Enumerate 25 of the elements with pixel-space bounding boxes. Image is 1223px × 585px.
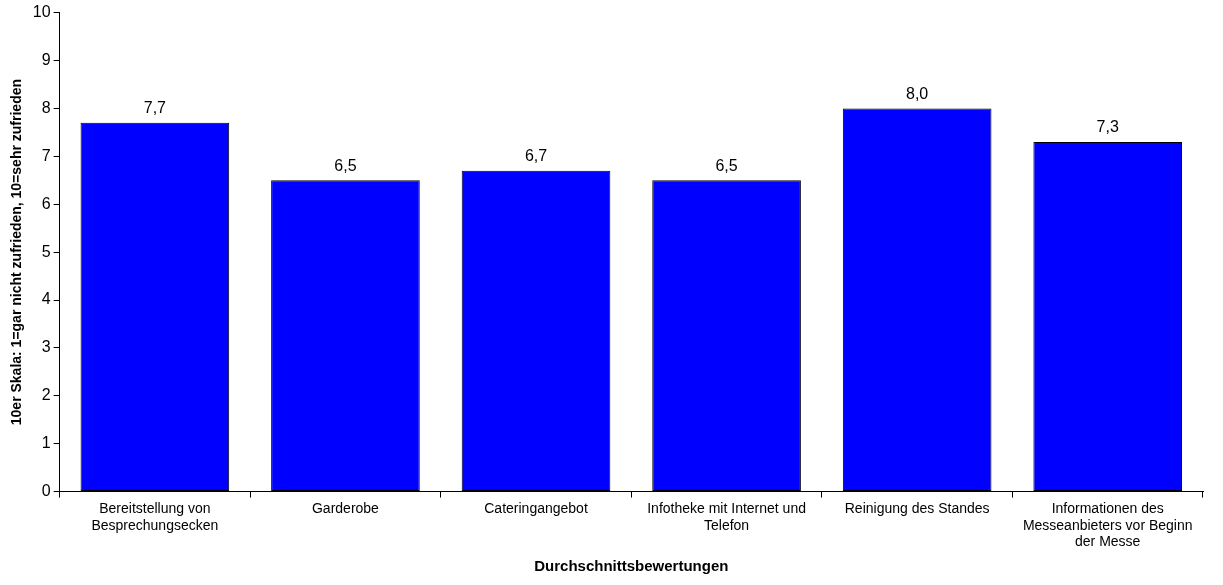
- data-label: 7,3: [1096, 118, 1119, 136]
- y-tick-label: 7: [41, 146, 51, 164]
- y-tick-label: 3: [41, 338, 51, 356]
- data-label: 7,7: [143, 99, 167, 117]
- y-tick-label: 4: [41, 290, 51, 308]
- y-tick-label: 8: [41, 98, 51, 116]
- x-tick-label: Bereitstellung von Besprechungsecken: [91, 499, 219, 533]
- x-tick-label: Cateringangebot: [484, 499, 588, 516]
- data-label: 6,7: [524, 147, 548, 165]
- y-tick-label: 0: [41, 482, 51, 500]
- x-tick-label: Reinigung des Standes: [844, 499, 990, 516]
- x-tick-label: Informationen des Messeanbieters vor Beginn der Messe: [1022, 499, 1193, 550]
- y-tick-label: 5: [41, 242, 51, 260]
- y-tick-label: 2: [41, 386, 51, 404]
- x-axis-title: Durchschnittsbewertungen: [534, 557, 729, 575]
- y-tick-label: 1: [41, 434, 51, 452]
- data-label: 6,5: [334, 156, 357, 174]
- y-tick-label: 10: [32, 3, 51, 21]
- x-tick-label: Infotheke mit Internet und Telefon: [647, 499, 806, 533]
- x-tick-label: Garderobe: [311, 499, 380, 516]
- y-axis-title: 10er Skala: 1=gar nicht zufrieden, 10=sehr zufrieden: [8, 78, 25, 426]
- data-label: 6,5: [715, 156, 738, 174]
- y-tick-label: 6: [41, 194, 51, 212]
- data-label: 8,0: [906, 84, 929, 102]
- y-tick-label: 9: [41, 50, 51, 68]
